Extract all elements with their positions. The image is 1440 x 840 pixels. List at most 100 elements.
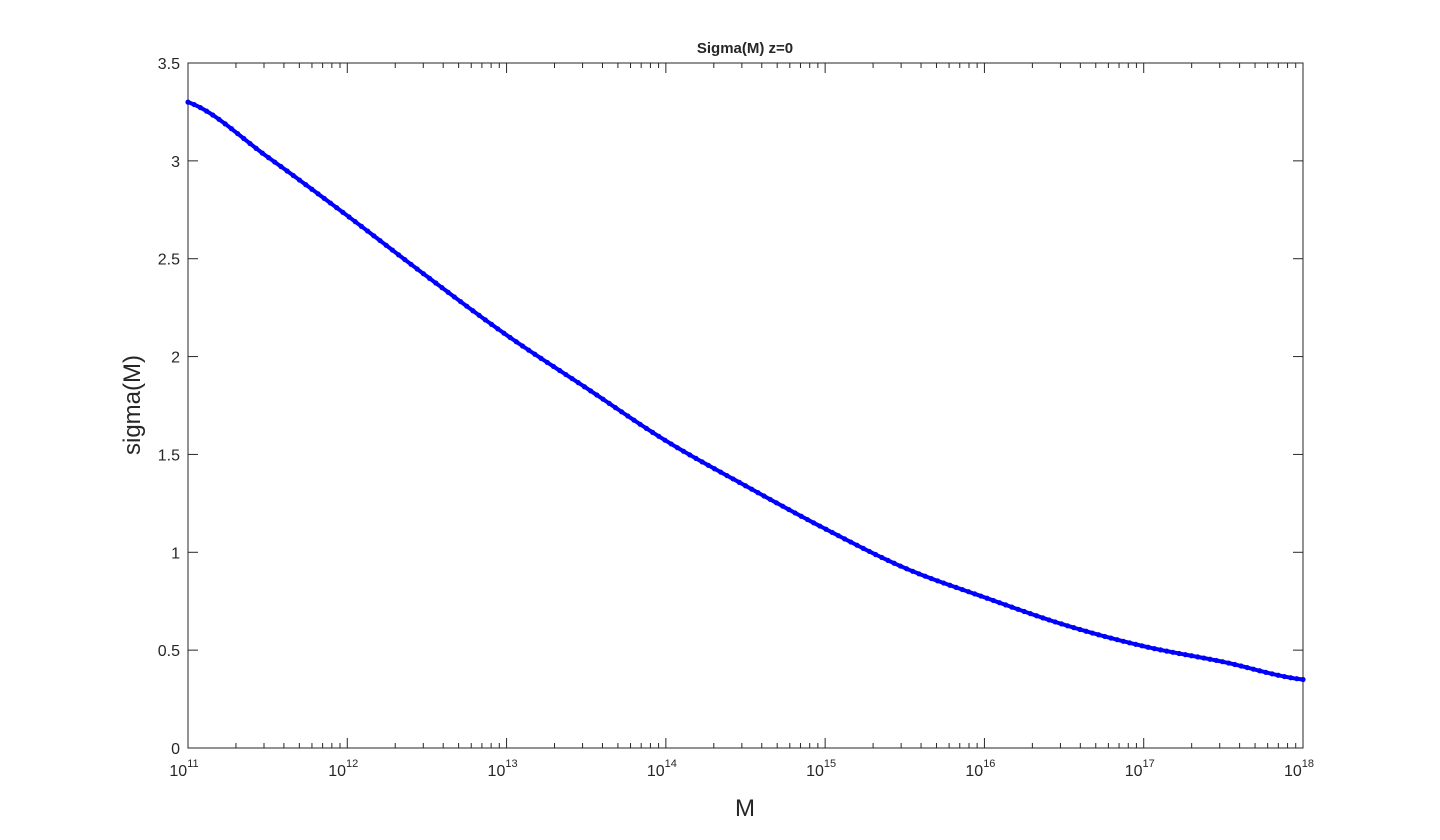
data-point xyxy=(365,228,371,234)
data-point xyxy=(197,104,203,111)
data-point xyxy=(383,242,389,248)
data-point xyxy=(1065,623,1071,629)
data-point xyxy=(643,425,649,431)
data-point xyxy=(1034,613,1040,619)
data-point xyxy=(550,363,557,370)
data-point xyxy=(1102,633,1108,640)
data-point xyxy=(736,479,742,485)
data-point xyxy=(185,99,191,105)
data-point xyxy=(532,351,538,357)
data-point xyxy=(259,150,265,156)
x-tick-exponent: 14 xyxy=(665,758,677,770)
data-point xyxy=(1195,654,1201,660)
data-point xyxy=(984,595,990,601)
data-point xyxy=(885,557,891,564)
data-point xyxy=(1188,653,1195,659)
data-point xyxy=(959,586,965,593)
data-point xyxy=(1009,604,1015,610)
data-point xyxy=(371,233,377,239)
data-point xyxy=(1046,617,1052,623)
data-point xyxy=(495,326,501,332)
data-point xyxy=(569,375,575,382)
x-tick-exponent: 16 xyxy=(983,758,995,770)
data-point xyxy=(445,289,451,295)
data-point xyxy=(526,347,532,353)
data-point xyxy=(426,275,433,281)
y-tick-label: 0 xyxy=(171,741,180,758)
data-point xyxy=(1294,676,1300,682)
chart-title: Sigma(M) z=0 xyxy=(697,40,793,57)
y-tick-label: 2 xyxy=(171,350,180,367)
data-point xyxy=(649,429,656,435)
data-point xyxy=(1089,630,1095,636)
data-point xyxy=(253,145,259,151)
data-point xyxy=(910,568,916,574)
data-point xyxy=(854,542,860,548)
data-point xyxy=(396,252,402,258)
data-point xyxy=(792,510,798,516)
data-point xyxy=(315,191,321,197)
data-point xyxy=(519,343,526,349)
data-point xyxy=(1003,602,1009,608)
data-point xyxy=(656,433,662,439)
data-point xyxy=(309,186,315,192)
data-point xyxy=(203,108,210,114)
data-point xyxy=(414,266,420,272)
x-tick-label: 1018 xyxy=(1284,758,1314,780)
data-point xyxy=(687,452,693,458)
data-point xyxy=(928,575,934,582)
data-point xyxy=(1120,638,1126,644)
data-point xyxy=(724,472,730,479)
data-point xyxy=(1182,652,1188,658)
data-point xyxy=(420,271,426,277)
y-tick-label: 1 xyxy=(171,545,180,562)
data-point xyxy=(581,384,588,390)
data-point xyxy=(346,214,352,220)
data-point xyxy=(389,247,396,253)
data-point xyxy=(234,130,241,137)
data-point xyxy=(742,483,749,489)
data-point xyxy=(1071,625,1077,631)
data-point xyxy=(507,334,513,341)
data-point xyxy=(693,455,699,461)
data-point xyxy=(1275,672,1281,678)
y-tick-label: 0.5 xyxy=(158,643,180,660)
data-point xyxy=(619,409,625,415)
data-point xyxy=(1164,648,1170,654)
data-point xyxy=(265,155,272,161)
data-point xyxy=(488,321,495,327)
data-point xyxy=(749,486,755,492)
data-point xyxy=(780,503,786,509)
x-tick-base: 10 xyxy=(1125,763,1143,780)
data-point xyxy=(922,573,928,579)
x-tick-label: 1017 xyxy=(1125,758,1155,780)
x-tick-exponent: 18 xyxy=(1302,758,1314,770)
data-point xyxy=(340,209,346,215)
data-point xyxy=(965,589,972,595)
data-point xyxy=(631,417,637,423)
x-tick-exponent: 11 xyxy=(187,758,198,770)
data-point xyxy=(439,285,445,291)
data-point xyxy=(916,571,922,577)
data-point xyxy=(1226,660,1232,666)
y-tick-label: 2.5 xyxy=(158,252,180,269)
data-point xyxy=(786,506,792,513)
data-point xyxy=(222,121,228,127)
data-point xyxy=(891,560,897,566)
data-point xyxy=(1151,646,1157,652)
data-point xyxy=(1244,664,1250,671)
data-point xyxy=(903,566,910,572)
data-point xyxy=(1238,663,1244,669)
data-point xyxy=(557,367,563,374)
x-tick-base: 10 xyxy=(806,763,824,780)
y-tick-label: 3 xyxy=(171,154,180,171)
data-point xyxy=(1027,611,1034,617)
data-point xyxy=(1201,655,1207,661)
x-tick-base: 10 xyxy=(1284,763,1302,780)
data-point xyxy=(817,523,823,529)
data-point xyxy=(600,396,606,402)
x-tick-base: 10 xyxy=(328,763,346,780)
x-axis-label: M xyxy=(735,795,755,822)
data-point xyxy=(879,554,885,561)
data-point xyxy=(408,261,414,267)
